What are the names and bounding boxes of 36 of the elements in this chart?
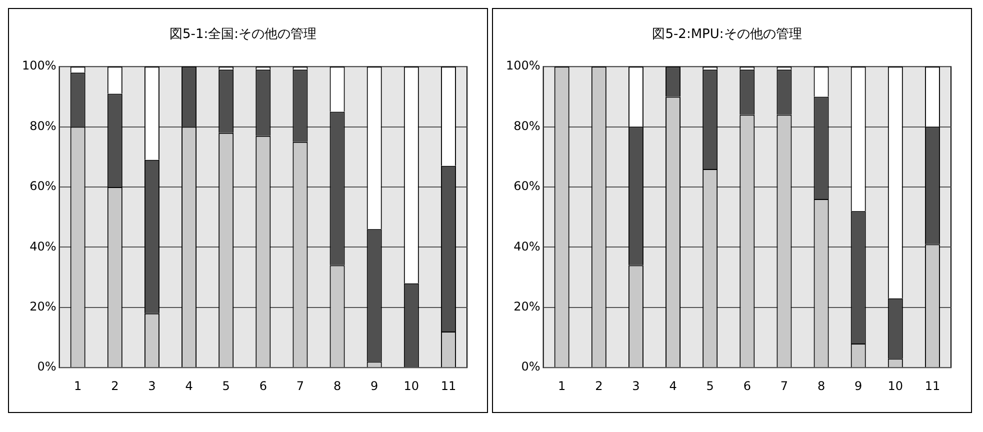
x-tick-label: 4 <box>669 378 677 393</box>
x-tick-label: 4 <box>185 378 193 393</box>
x-tick-label: 1 <box>558 378 566 393</box>
x-tick-label: 5 <box>706 378 714 393</box>
y-tick-label: 20% <box>30 300 56 314</box>
y-tick-label: 20% <box>514 300 540 314</box>
y-tick-label: 80% <box>514 118 540 133</box>
x-tick-label: 9 <box>370 378 378 393</box>
x-tick-label: 2 <box>595 378 603 393</box>
y-tick-label: 40% <box>514 239 540 254</box>
y-tick-label: 60% <box>514 179 540 194</box>
x-tick-label: 10 <box>888 378 904 393</box>
y-tick-label: 80% <box>30 118 56 133</box>
x-tick-label: 7 <box>296 378 304 393</box>
x-tick-label: 11 <box>924 378 940 393</box>
y-tick-label: 100% <box>506 58 540 73</box>
chart-title: 図5-2:MPU:その他の管理 <box>652 27 802 42</box>
x-tick-label: 3 <box>632 378 640 393</box>
x-tick-label: 10 <box>404 378 420 393</box>
x-tick-label: 11 <box>440 378 456 393</box>
x-tick-label: 5 <box>222 378 230 393</box>
chart-title: 図5-1:全国:その他の管理 <box>170 27 316 42</box>
x-tick-label: 6 <box>743 378 751 393</box>
x-tick-label: 9 <box>854 378 862 393</box>
y-tick-label: 40% <box>30 239 56 254</box>
x-tick-label: 2 <box>111 378 119 393</box>
x-tick-label: 6 <box>259 378 267 393</box>
y-tick-label: 0% <box>521 360 540 374</box>
x-tick-label: 7 <box>780 378 788 393</box>
x-tick-label: 8 <box>817 378 826 393</box>
y-tick-label: 0% <box>37 360 56 374</box>
x-tick-label: 3 <box>148 378 156 393</box>
y-tick-label: 100% <box>22 58 56 73</box>
y-tick-label: 60% <box>30 179 56 194</box>
x-tick-label: 8 <box>333 378 342 393</box>
x-tick-label: 1 <box>74 378 82 393</box>
